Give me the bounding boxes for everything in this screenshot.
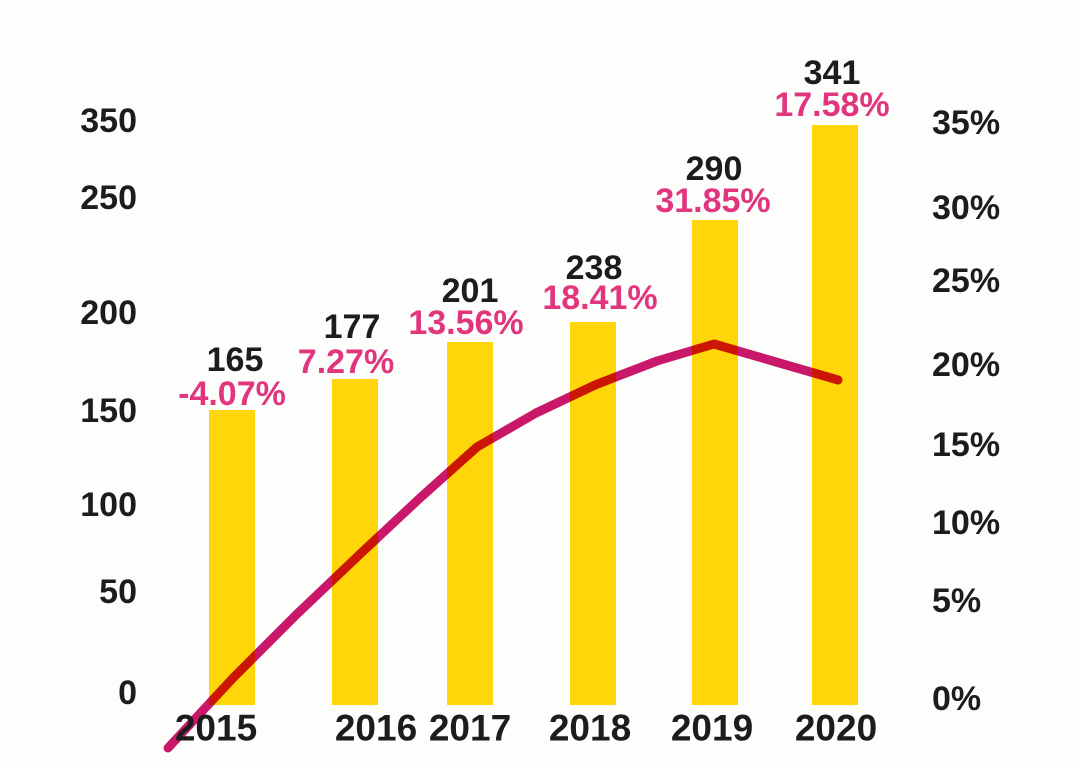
right-axis-tick-10pct: 10%: [932, 504, 1001, 542]
left-axis-tick-150: 150: [80, 392, 137, 430]
left-axis-tick-200: 200: [80, 294, 137, 332]
right-axis-tick-0pct: 0%: [932, 680, 982, 718]
x-axis-label-2016: 2016: [334, 707, 418, 749]
left-axis-tick-0: 0: [118, 674, 137, 712]
bar-2017: [447, 342, 493, 705]
growth-rate-label-2016: 7.27%: [297, 343, 395, 381]
left-axis-tick-250: 250: [80, 179, 137, 217]
x-axis-label-2015: 2015: [174, 707, 258, 749]
growth-rate-label-2020: 17.58%: [774, 86, 890, 124]
left-axis-tick-350: 350: [80, 102, 137, 140]
x-axis-label-2018: 2018: [548, 707, 632, 749]
bar-value-label-2016: 177: [323, 308, 381, 346]
bar-value-label-2017: 201: [441, 272, 499, 310]
x-axis-label-2020: 2020: [794, 707, 878, 749]
right-axis-tick-20pct: 20%: [932, 346, 1001, 384]
bar-2015: [209, 410, 255, 705]
bar-value-label-2020: 341: [803, 54, 861, 92]
right-axis-tick-5pct: 5%: [932, 582, 982, 620]
growth-rate-label-2015: -4.07%: [178, 375, 286, 413]
right-axis-tick-15pct: 15%: [932, 426, 1001, 464]
growth-rate-label-2018: 18.41%: [542, 279, 658, 317]
right-axis-tick-30pct: 30%: [932, 189, 1001, 227]
left-axis-tick-50: 50: [99, 573, 137, 611]
right-axis-tick-25pct: 25%: [932, 262, 1001, 300]
x-axis-label-2017: 2017: [428, 707, 512, 749]
growth-rate-line: [163, 339, 843, 753]
left-axis-tick-100: 100: [80, 486, 137, 524]
growth-rate-label-2019: 31.85%: [655, 182, 771, 220]
bar-2019: [692, 220, 738, 705]
bar-value-label-2019: 290: [685, 150, 743, 188]
growth-rate-label-2017: 13.56%: [408, 304, 524, 342]
bar-2020: [812, 125, 858, 705]
right-axis-tick-35pct: 35%: [932, 104, 1001, 142]
x-axis-label-2019: 2019: [670, 707, 754, 749]
bar-value-label-2015: 165: [206, 341, 264, 379]
bar-value-label-2018: 238: [565, 249, 623, 287]
growth-line-series: [163, 339, 843, 753]
